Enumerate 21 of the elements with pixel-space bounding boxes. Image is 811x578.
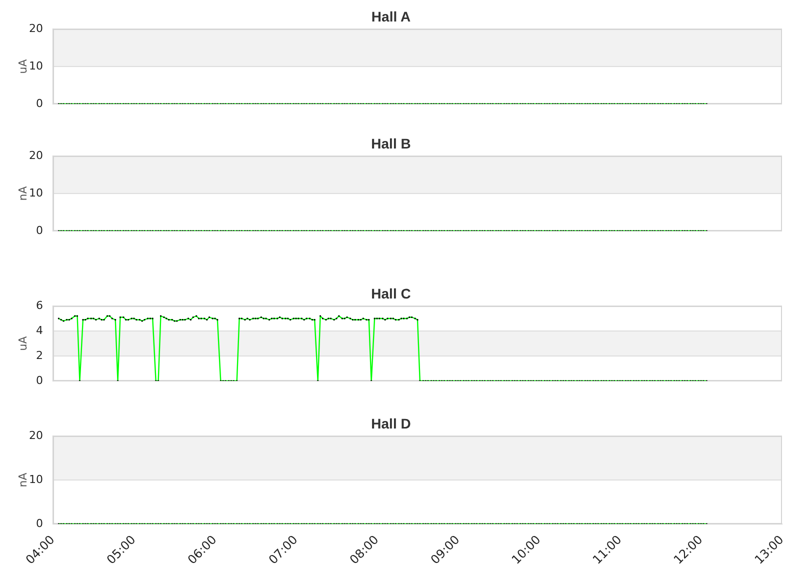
y-tick-label: 4 (36, 324, 43, 337)
y-axis-title: uA (16, 336, 30, 351)
y-tick-label: 10 (29, 59, 43, 72)
y-axis-title: nA (16, 472, 30, 488)
y-tick-label: 10 (29, 472, 43, 486)
y-tick-label: 10 (29, 186, 43, 200)
chart-title: Hall B (371, 135, 411, 152)
chart-title: Hall A (371, 8, 411, 24)
y-tick-label: 0 (36, 516, 43, 530)
y-tick-label: 20 (29, 428, 43, 442)
y-axis-title: nA (16, 186, 30, 201)
chart-title: Hall C (371, 285, 411, 302)
y-tick-label: 20 (29, 148, 43, 162)
y-tick-label: 0 (36, 224, 43, 237)
y-tick-label: 0 (36, 374, 43, 387)
y-tick-label: 6 (36, 298, 43, 312)
y-tick-label: 2 (36, 348, 43, 362)
y-tick-label: 0 (36, 96, 43, 110)
y-axis-title: uA (16, 58, 30, 74)
y-tick-label: 20 (29, 22, 43, 35)
chart-title: Hall D (371, 415, 411, 432)
